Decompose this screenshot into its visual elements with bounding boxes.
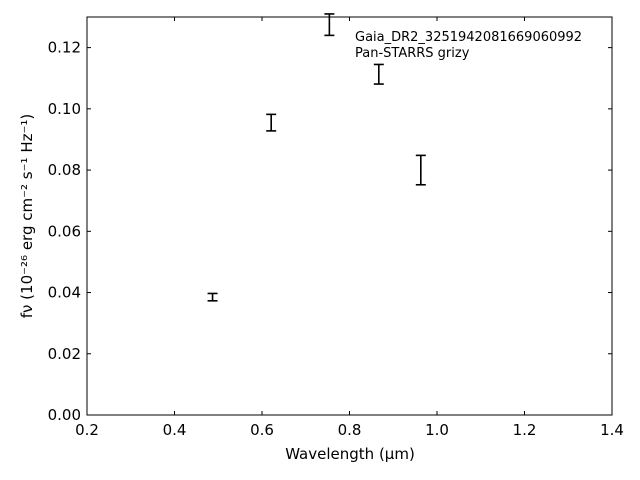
error-bar [415,154,426,186]
x-tick-label: 0.6 [250,421,274,439]
x-tick-label: 1.0 [425,421,449,439]
y-axis: 0.00 0.02 0.04 0.06 0.08 0.10 0.12 [48,39,612,424]
y-tick-label: 0.04 [48,284,81,302]
annotation-object-id: Gaia_DR2_3251942081669060992 [355,30,582,45]
y-tick-label: 0.08 [48,161,81,179]
x-axis: 0.2 0.4 0.6 0.8 1.0 1.2 1.4 [75,17,624,439]
error-bar [373,63,384,85]
error-bar [207,292,218,302]
y-tick-label: 0.10 [48,100,81,118]
x-axis-label-unit: (μm) [379,445,415,463]
y-tick-label: 0.00 [48,406,81,424]
plot-frame [86,16,613,416]
annotation-survey: Pan-STARRS grizy [355,46,470,61]
y-axis-label: fν (10⁻²⁶ erg cm⁻² s⁻¹ Hz⁻¹) [18,114,36,319]
x-axis-label: Wavelength (μm) [285,445,415,463]
y-tick-label: 0.02 [48,345,81,363]
plot-area [86,13,613,416]
x-tick-label: 1.2 [513,421,537,439]
y-tick-label: 0.06 [48,222,81,240]
error-bar [266,113,277,132]
x-tick-label: 0.4 [163,421,187,439]
error-bar [324,13,335,37]
x-tick-label: 0.8 [338,421,362,439]
x-tick-label: 0.2 [75,421,99,439]
x-tick-label: 1.4 [600,421,624,439]
error-bars [207,13,426,302]
y-tick-label: 0.12 [48,39,81,57]
x-axis-label-text: Wavelength [285,445,374,463]
